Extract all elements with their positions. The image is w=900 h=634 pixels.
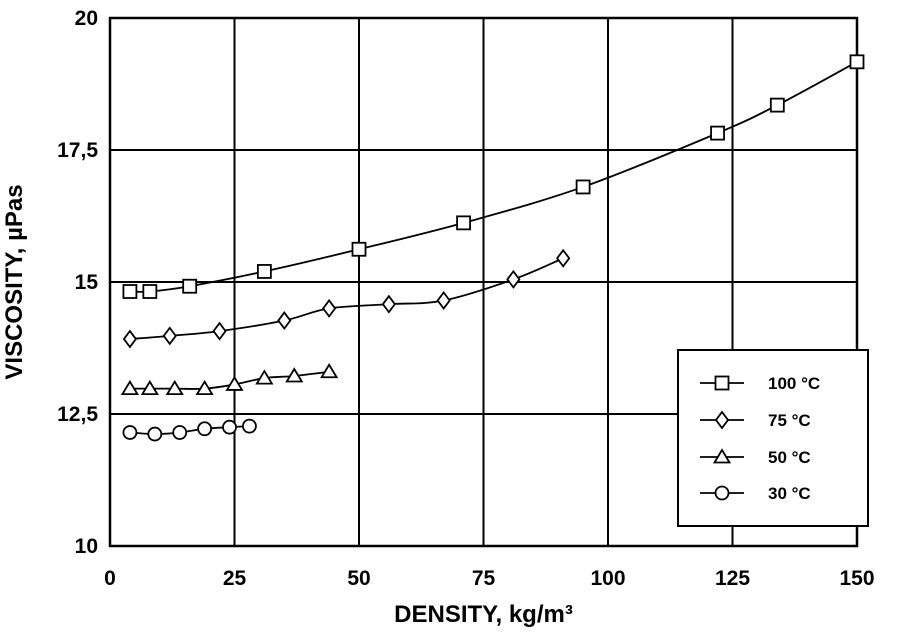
data-point-square [849,54,865,70]
data-point-triangle [165,379,184,396]
y-tick-label: 15 [75,271,99,294]
y-tick-label: 10 [75,535,98,558]
data-point-triangle [320,363,339,379]
legend-label: 100 °C [768,374,820,393]
data-point-square [142,284,158,299]
data-point-square [256,264,272,279]
legend-item: 100 °C [700,374,820,393]
legend: 100 °C 75 °C 50 °C 30 °C [677,349,869,527]
x-tick-label: 50 [347,567,370,590]
y-tick-labels: 10 12,5 15 17,5 20 [57,7,98,558]
series-line [129,257,564,340]
data-point-circle [222,419,237,435]
data-point-square [769,97,785,113]
legend-item: 75 °C [700,410,811,430]
y-tick-label: 17,5 [57,139,98,162]
data-point-square [182,278,198,294]
y-axis-title: VISCOSITY, µPas [1,184,28,379]
data-point-circle [242,418,257,434]
legend-label: 50 °C [768,448,811,467]
data-point-square [456,215,471,231]
data-point-triangle [140,379,159,396]
data-point-triangle [225,375,244,391]
x-tick-label: 75 [472,567,496,590]
series-triangle [120,363,339,396]
data-point-triangle [255,369,274,385]
x-tick-label: 25 [223,567,247,590]
legend-item: 50 °C [700,448,811,467]
series-diamond [122,248,571,349]
data-point-diamond [506,269,521,289]
legend-label: 75 °C [768,411,811,430]
legend-label: 30 °C [768,484,811,503]
data-point-triangle [120,379,140,396]
grid [110,18,857,546]
data-point-diamond [321,298,337,318]
data-point-diamond [714,410,730,430]
legend-item: 30 °C [700,484,811,503]
data-point-diamond [122,329,138,349]
series [120,54,865,442]
series-circle [122,418,257,442]
data-point-circle [197,421,213,437]
plot-frame [108,16,859,548]
data-point-square [351,241,367,257]
data-point-diamond [381,294,397,314]
x-axis-title: DENSITY, kg/m³ [394,601,573,628]
legend-box [677,349,869,527]
x-tick-label: 0 [104,567,116,590]
x-tick-labels: 0 25 50 75 100 125 150 [104,567,874,590]
data-point-square [714,375,730,391]
y-tick-label: 12,5 [57,403,98,426]
data-point-circle [172,425,188,440]
y-tick-label: 20 [75,7,98,30]
data-point-triangle [712,448,732,464]
data-point-circle [714,485,730,501]
data-point-diamond [556,248,571,268]
series-line [129,61,858,293]
data-point-circle [147,426,163,442]
data-point-square [710,125,725,141]
data-point-square [575,179,591,195]
data-point-square [122,284,138,299]
x-tick-label: 150 [839,567,874,590]
data-point-triangle [285,367,304,383]
series-square [122,54,865,299]
data-point-triangle [195,379,214,396]
data-point-diamond [212,321,227,341]
data-point-circle [122,425,138,440]
data-point-diamond [277,311,292,331]
data-point-diamond [162,326,177,346]
x-tick-label: 100 [590,567,625,590]
data-point-diamond [436,290,451,310]
x-tick-label: 125 [715,567,750,590]
